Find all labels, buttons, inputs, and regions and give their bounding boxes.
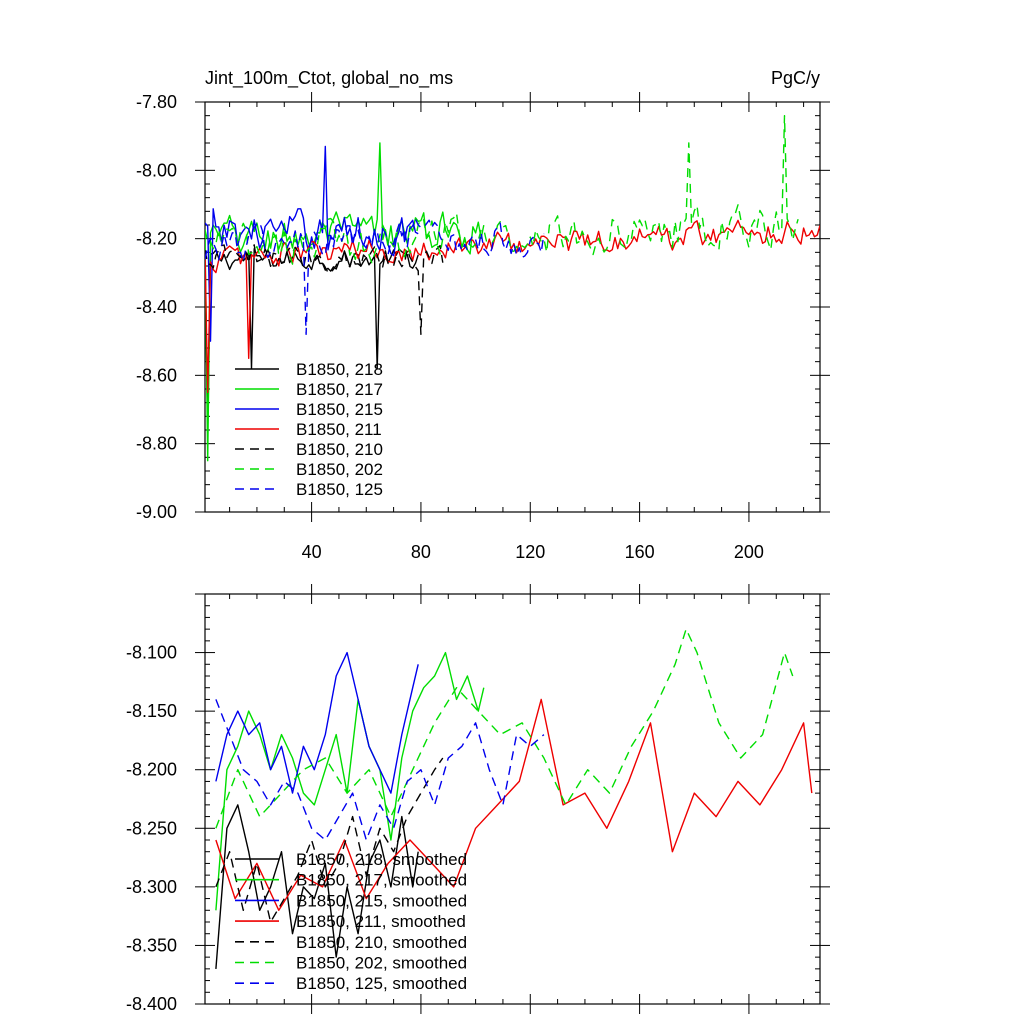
legend-label: B1850, 217	[296, 380, 383, 399]
y-tick-label: -9.00	[136, 502, 177, 522]
series-line-b1850-202-smoothed	[215, 628, 794, 829]
series-line-b1850-215-smoothed	[215, 651, 419, 794]
y-tick-label: -8.300	[126, 877, 177, 897]
legend-label: B1850, 211	[296, 420, 382, 439]
series-group	[215, 628, 813, 969]
bottom-panel: -8.400 -8.350 -8.300 -8.250 -8.200 -8.150 -8.1…	[126, 584, 830, 1014]
y-tick-label: -8.40	[136, 297, 177, 317]
x-tick-label: 120	[515, 542, 545, 562]
y-tick-label: -8.150	[126, 701, 177, 721]
chart-title: Jint_100m_Ctot, global_no_ms	[205, 68, 453, 89]
series-line-b1850-217-smoothed	[215, 651, 485, 911]
legend-label: B1850, 217, smoothed	[296, 871, 467, 890]
y-tick-label: -8.20	[136, 229, 177, 249]
legend-label: B1850, 125	[296, 480, 383, 499]
legend-label: B1850, 218	[296, 360, 383, 379]
y-tick-label: -8.250	[126, 818, 177, 838]
x-tick-label: 40	[302, 542, 322, 562]
y-tick-label: -8.350	[126, 935, 177, 955]
plot-frame	[204, 593, 821, 1005]
x-tick-label: 200	[734, 542, 764, 562]
series-line-b1850-210-smoothed	[215, 757, 444, 923]
y-tick-label: -8.200	[126, 760, 177, 780]
series-line-b1850-215	[205, 145, 419, 342]
legend: B1850, 218, smoothed B1850, 217, smoothed…	[235, 850, 467, 993]
legend-label: B1850, 218, smoothed	[296, 850, 467, 869]
series-group	[205, 115, 820, 462]
series-line-b1850-210	[205, 244, 444, 335]
units-label: PgC/y	[771, 68, 820, 88]
series-line-b1850-125-smoothed	[215, 699, 545, 841]
y-tick-label: -8.100	[126, 643, 177, 663]
y-tick-label: -8.80	[136, 434, 177, 454]
x-tick-label: 80	[411, 542, 431, 562]
series-line-b1850-211-smoothed	[215, 698, 813, 911]
series-line-b1850-202	[205, 115, 799, 265]
y-tick-label: -7.80	[136, 92, 177, 112]
top-panel: Jint_100m_Ctot, global_no_ms PgC/y 40 80 120…	[136, 68, 830, 562]
legend-label: B1850, 211, smoothed	[296, 912, 466, 931]
legend-label: B1850, 215	[296, 400, 383, 419]
legend-label: B1850, 202, smoothed	[296, 954, 467, 973]
legend-label: B1850, 210, smoothed	[296, 933, 467, 952]
legend-label: B1850, 125, smoothed	[296, 974, 467, 993]
x-tick-label: 160	[625, 542, 655, 562]
legend-label: B1850, 215, smoothed	[296, 891, 467, 910]
y-tick-label: -8.400	[126, 994, 177, 1014]
legend-label: B1850, 210	[296, 440, 383, 459]
legend-label: B1850, 202	[296, 460, 383, 479]
series-line-b1850-218-smoothed	[215, 804, 419, 969]
series-line-b1850-125	[205, 218, 545, 335]
y-tick-label: -8.00	[136, 160, 177, 180]
y-tick-label: -8.60	[136, 365, 177, 385]
